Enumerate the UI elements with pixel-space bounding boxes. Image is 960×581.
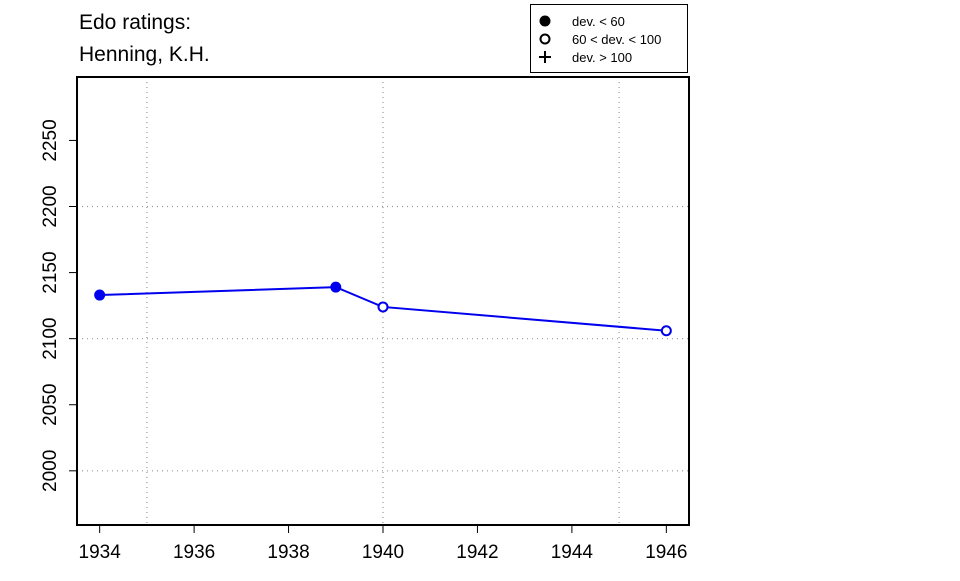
chart-title: Edo ratings: <box>79 11 191 34</box>
x-tick-label: 1946 <box>645 542 687 563</box>
legend-symbol <box>539 15 551 27</box>
x-tick-label: 1934 <box>79 542 122 563</box>
legend-label: dev. > 100 <box>572 50 632 65</box>
chart-subtitle: Henning, K.H. <box>79 43 210 66</box>
x-tick-label: 1938 <box>267 542 309 563</box>
x-tick-label: 1944 <box>551 542 594 563</box>
series-line <box>99 286 667 332</box>
y-tick-label: 2150 <box>40 251 61 293</box>
point <box>94 289 106 301</box>
legend-symbol <box>539 33 551 45</box>
legend-symbol <box>539 51 551 63</box>
y-tick-label: 2000 <box>40 450 61 492</box>
x-tick-label: 1936 <box>173 542 215 563</box>
point <box>330 281 342 293</box>
y-tick-label: 2200 <box>40 185 61 227</box>
y-tick-label: 2250 <box>40 119 61 161</box>
y-tick-label: 2050 <box>40 384 61 426</box>
point <box>377 301 389 313</box>
legend-box <box>530 4 688 73</box>
x-tick-label: 1940 <box>362 542 404 563</box>
y-tick-label: 2100 <box>40 318 61 360</box>
x-tick-label: 1942 <box>456 542 498 563</box>
point <box>660 325 672 337</box>
legend-label: dev. < 60 <box>572 14 625 29</box>
legend-label: 60 < dev. < 100 <box>572 32 661 47</box>
